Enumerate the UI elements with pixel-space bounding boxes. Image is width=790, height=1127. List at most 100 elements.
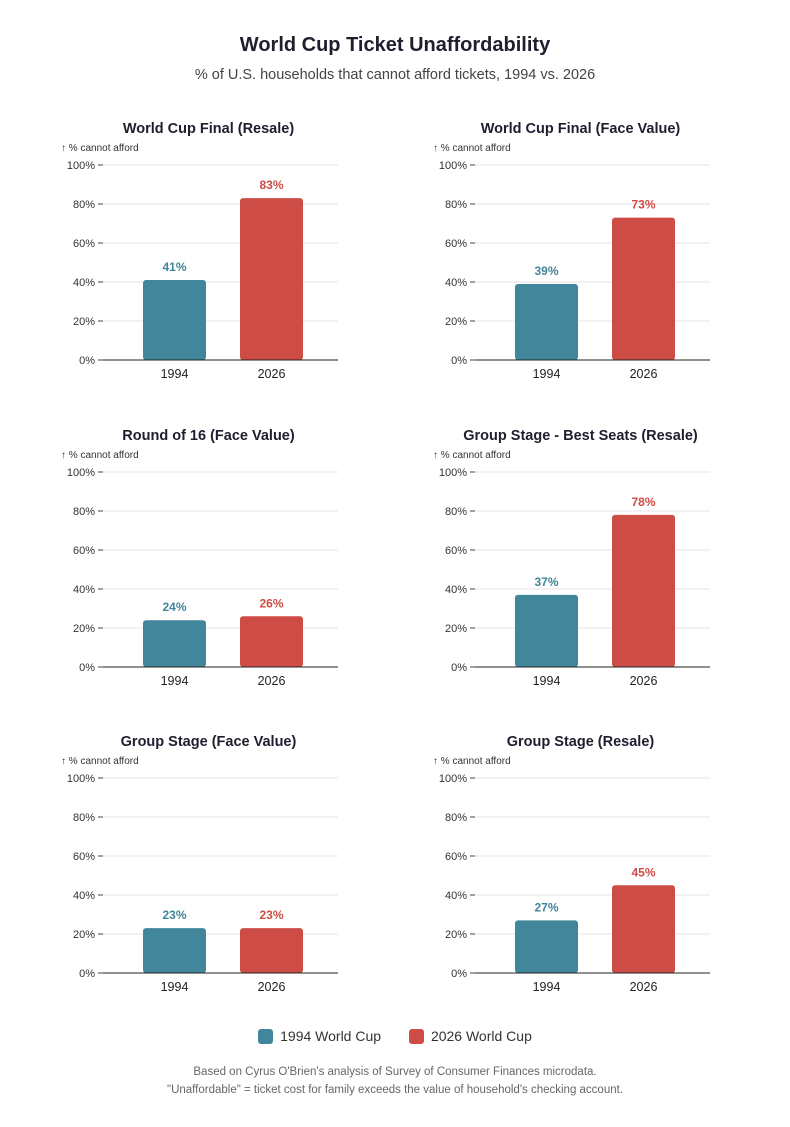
x-tick-label: 1994 <box>161 674 189 688</box>
y-tick-label: 80% <box>445 812 467 824</box>
y-tick-label: 0% <box>451 968 467 980</box>
x-tick-label: 1994 <box>533 367 561 381</box>
x-tick-label: 1994 <box>533 674 561 688</box>
y-tick-label: 40% <box>445 277 467 289</box>
y-axis-label: ↑ % cannot afford <box>61 450 139 461</box>
x-tick-label: 1994 <box>161 980 189 994</box>
data-label-1994: 39% <box>534 264 558 278</box>
data-label-1994: 24% <box>162 600 186 614</box>
chart-panel-2: World Cup Final (Face Value) ↑ % cannot a… <box>433 121 710 381</box>
data-label-2026: 26% <box>259 596 283 610</box>
chart-title: Group Stage (Resale) <box>507 734 655 750</box>
data-label-1994: 37% <box>534 575 558 589</box>
x-tick-label: 1994 <box>533 980 561 994</box>
y-tick-label: 80% <box>73 506 95 518</box>
chart-panel-4: Group Stage - Best Seats (Resale) ↑ % can… <box>433 428 710 688</box>
footnote: Based on Cyrus O'Brien's analysis of Sur… <box>0 1063 790 1099</box>
chart-panel-5: Group Stage (Face Value) ↑ % cannot affor… <box>61 734 338 994</box>
legend: 1994 World Cup 2026 World Cup <box>0 1028 790 1047</box>
legend-swatch-1994 <box>258 1028 274 1044</box>
data-label-2026: 73% <box>631 198 655 212</box>
y-tick-label: 0% <box>79 662 95 674</box>
bar-2026 <box>240 198 303 360</box>
y-tick-label: 20% <box>73 623 95 635</box>
y-tick-label: 100% <box>67 160 95 172</box>
x-tick-label: 2026 <box>630 980 658 994</box>
chart-title: Group Stage (Face Value) <box>121 734 297 750</box>
data-label-2026: 83% <box>259 178 283 192</box>
x-tick-label: 2026 <box>258 674 286 688</box>
y-tick-label: 60% <box>445 545 467 557</box>
x-tick-label: 2026 <box>258 367 286 381</box>
bar-2026 <box>240 616 303 667</box>
bar-1994 <box>143 280 206 360</box>
data-label-2026: 78% <box>631 495 655 509</box>
x-tick-label: 2026 <box>630 367 658 381</box>
bar-1994 <box>143 620 206 667</box>
chart-title: Round of 16 (Face Value) <box>122 428 295 444</box>
x-tick-label: 2026 <box>630 674 658 688</box>
bar-2026 <box>240 928 303 973</box>
y-tick-label: 60% <box>445 238 467 250</box>
bar-2026 <box>612 885 675 973</box>
y-axis-label: ↑ % cannot afford <box>433 143 511 154</box>
footnote-line-1: Based on Cyrus O'Brien's analysis of Sur… <box>193 1066 597 1078</box>
data-label-2026: 45% <box>631 865 655 879</box>
y-tick-label: 20% <box>73 929 95 941</box>
data-label-1994: 41% <box>162 260 186 274</box>
legend-label-1994: 1994 World Cup <box>280 1028 382 1044</box>
y-axis-label: ↑ % cannot afford <box>61 143 139 154</box>
bar-1994 <box>515 920 578 973</box>
y-tick-label: 60% <box>73 851 95 863</box>
y-tick-label: 40% <box>445 890 467 902</box>
data-label-1994: 23% <box>162 908 186 922</box>
y-tick-label: 80% <box>73 199 95 211</box>
y-tick-label: 40% <box>73 584 95 596</box>
y-tick-label: 20% <box>445 929 467 941</box>
y-axis-label: ↑ % cannot afford <box>433 756 511 767</box>
y-axis-label: ↑ % cannot afford <box>433 450 511 461</box>
chart-title: Group Stage - Best Seats (Resale) <box>463 428 698 444</box>
y-tick-label: 100% <box>439 773 467 785</box>
bar-2026 <box>612 514 675 667</box>
x-tick-label: 1994 <box>161 367 189 381</box>
data-label-1994: 27% <box>534 900 558 914</box>
legend-item-2026: 2026 World Cup <box>408 1028 532 1044</box>
y-tick-label: 100% <box>67 773 95 785</box>
legend-swatch-2026 <box>408 1028 424 1044</box>
y-axis-label: ↑ % cannot afford <box>61 756 139 767</box>
y-tick-label: 60% <box>73 545 95 557</box>
page-subtitle: % of U.S. households that cannot afford … <box>194 67 596 83</box>
y-tick-label: 0% <box>79 968 95 980</box>
y-tick-label: 100% <box>439 160 467 172</box>
bar-1994 <box>143 928 206 973</box>
chart-panel-1: World Cup Final (Resale) ↑ % cannot affor… <box>61 121 338 381</box>
bar-1994 <box>515 283 578 360</box>
y-tick-label: 80% <box>73 812 95 824</box>
legend-label-2026: 2026 World Cup <box>430 1028 532 1044</box>
bar-2026 <box>612 217 675 360</box>
y-tick-label: 0% <box>79 355 95 367</box>
y-tick-label: 60% <box>73 238 95 250</box>
y-tick-label: 80% <box>445 199 467 211</box>
bar-1994 <box>515 594 578 667</box>
data-label-2026: 23% <box>259 908 283 922</box>
chart-title: World Cup Final (Resale) <box>123 121 295 137</box>
y-tick-label: 40% <box>73 890 95 902</box>
y-tick-label: 20% <box>73 316 95 328</box>
y-tick-label: 40% <box>73 277 95 289</box>
legend-item-1994: 1994 World Cup <box>258 1028 381 1044</box>
y-tick-label: 100% <box>439 467 467 479</box>
y-tick-label: 60% <box>445 851 467 863</box>
chart-title: World Cup Final (Face Value) <box>481 121 681 137</box>
chart-panel-6: Group Stage (Resale) ↑ % cannot afford 0% 2… <box>433 734 710 994</box>
y-tick-label: 20% <box>445 623 467 635</box>
page-title: World Cup Ticket Unaffordability <box>239 34 551 56</box>
y-tick-label: 80% <box>445 506 467 518</box>
y-tick-label: 100% <box>67 467 95 479</box>
chart-panel-3: Round of 16 (Face Value) ↑ % cannot affor… <box>61 428 338 688</box>
y-tick-label: 20% <box>445 316 467 328</box>
y-tick-label: 0% <box>451 355 467 367</box>
footnote-line-2: "Unaffordable" = ticket cost for family … <box>166 1084 624 1096</box>
